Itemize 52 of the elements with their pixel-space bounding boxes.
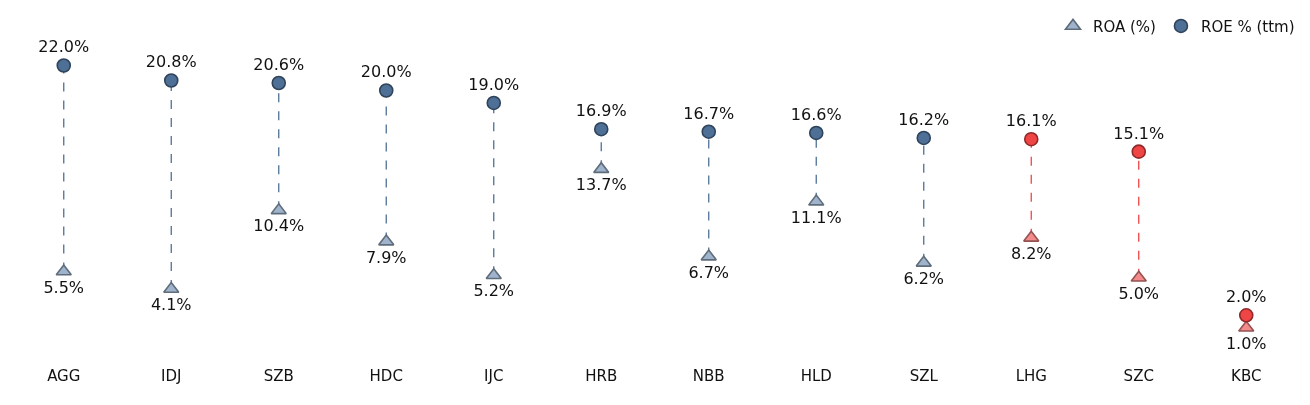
data-label: 2.0% (1225, 287, 1267, 307)
point (701, 124, 717, 139)
x-tick-label: SZL (909, 367, 939, 385)
data-label: 8.2% (1010, 243, 1052, 263)
point (163, 73, 179, 88)
data-label: 4.1% (150, 295, 192, 315)
data-label: 16.7% (683, 103, 735, 123)
legend-label: ROA (%) (1093, 17, 1156, 36)
point (486, 95, 502, 111)
data-label: 5.5% (43, 277, 85, 297)
data-label: 16.2% (898, 109, 950, 129)
data-label: 6.7% (688, 262, 730, 282)
point (1238, 307, 1254, 323)
x-tick-label: HLD (800, 367, 832, 385)
data-label: 20.6% (253, 54, 305, 74)
data-label: 7.9% (365, 247, 407, 267)
x-tick-label: IJC (484, 367, 504, 385)
x-tick-label: KBC (1231, 367, 1262, 385)
x-tick-label: NBB (692, 367, 725, 385)
point (56, 58, 72, 73)
data-label: 10.4% (253, 216, 305, 236)
data-label: 13.7% (575, 175, 627, 195)
x-tick-label: IDJ (161, 367, 182, 385)
data-label: 16.9% (575, 101, 627, 121)
point (1023, 131, 1039, 147)
x-tick-label: SZB (263, 367, 294, 385)
data-label: 20.0% (360, 62, 412, 82)
data-label: 20.8% (145, 52, 197, 72)
point (271, 75, 287, 91)
data-label: 16.6% (790, 104, 842, 124)
point (1131, 144, 1147, 159)
point (916, 130, 932, 146)
x-tick-label: AGG (47, 367, 81, 385)
x-tick-label: LHG (1015, 367, 1047, 385)
x-tick-label: SZC (1123, 367, 1154, 385)
data-label: 19.0% (468, 74, 520, 94)
data-label: 1.0% (1225, 333, 1267, 353)
point (593, 121, 609, 137)
point (162, 281, 180, 294)
legend-label: ROE % (ttm) (1200, 17, 1295, 36)
data-label: 16.1% (1005, 111, 1057, 131)
data-label: 15.1% (1113, 123, 1165, 143)
point (378, 83, 394, 98)
data-label: 6.2% (903, 268, 945, 288)
data-label: 5.0% (1118, 283, 1160, 303)
x-tick-label: HDC (369, 367, 403, 385)
point (808, 125, 824, 141)
data-label: 22.0% (38, 37, 90, 57)
data-label: 11.1% (790, 207, 842, 227)
x-tick-label: HRB (585, 367, 618, 385)
data-label: 5.2% (473, 281, 515, 301)
point (592, 161, 610, 174)
